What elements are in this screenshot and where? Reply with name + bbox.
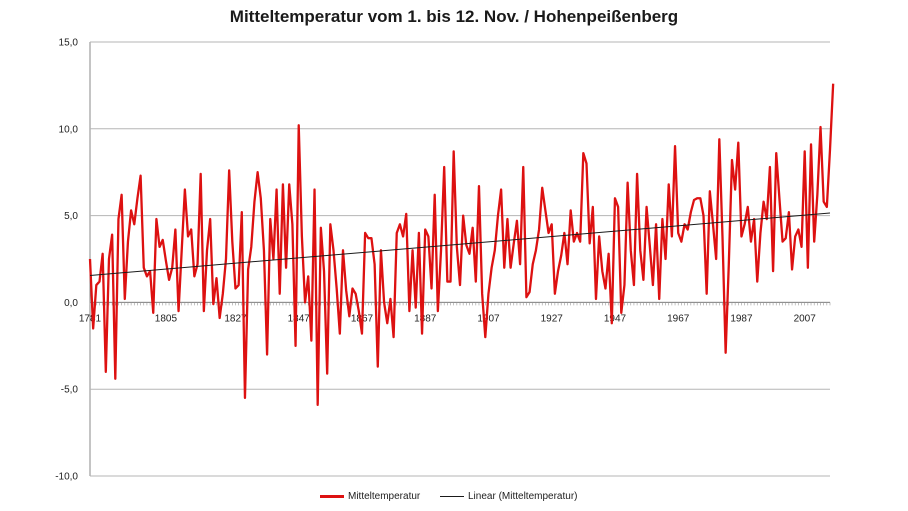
y-tick-label: 0,0 [64, 298, 78, 309]
x-tick-label: 1847 [288, 313, 311, 324]
y-tick-label: 15,0 [59, 38, 79, 49]
x-tick-label: 1907 [477, 313, 500, 324]
chart-title: Mitteltemperatur vom 1. bis 12. Nov. / H… [229, 7, 679, 26]
trend-line-linear [89, 212, 831, 276]
legend-item-temperature: Mitteltemperatur [320, 491, 420, 502]
x-tick-label: 1987 [730, 313, 753, 324]
y-tick-label: 10,0 [59, 124, 79, 135]
x-tick-label: 1827 [224, 313, 247, 324]
data-series [88, 83, 835, 406]
gridlines [89, 41, 830, 477]
legend-item-linear: Linear (Mitteltemperatur) [440, 491, 577, 502]
x-tick-label: 2007 [794, 313, 817, 324]
x-tick-label: 1805 [155, 313, 178, 324]
y-tick-label: 5,0 [64, 211, 78, 222]
x-tick-label: 1781 [79, 313, 102, 324]
y-tick-label: -10,0 [55, 472, 78, 483]
x-tick-label: 1967 [667, 313, 690, 324]
legend-label: Mitteltemperatur [348, 491, 421, 502]
series-line-mitteltemperatur [88, 83, 835, 406]
legend-label: Linear (Mitteltemperatur) [468, 491, 578, 502]
legend-swatch-red-line [320, 495, 344, 498]
x-tick-label: 1887 [414, 313, 437, 324]
y-tick-label: -5,0 [61, 385, 79, 396]
x-tick-label: 1927 [541, 313, 564, 324]
legend-swatch-trend-line [440, 496, 464, 497]
y-axis: -10,0 -5,0 0,0 5,0 10,0 15,0 [55, 38, 78, 483]
x-tick-label: 1947 [604, 313, 627, 324]
x-axis: 1781 1805 1827 1847 1867 1887 1907 1927 1947 1967… [79, 301, 831, 324]
